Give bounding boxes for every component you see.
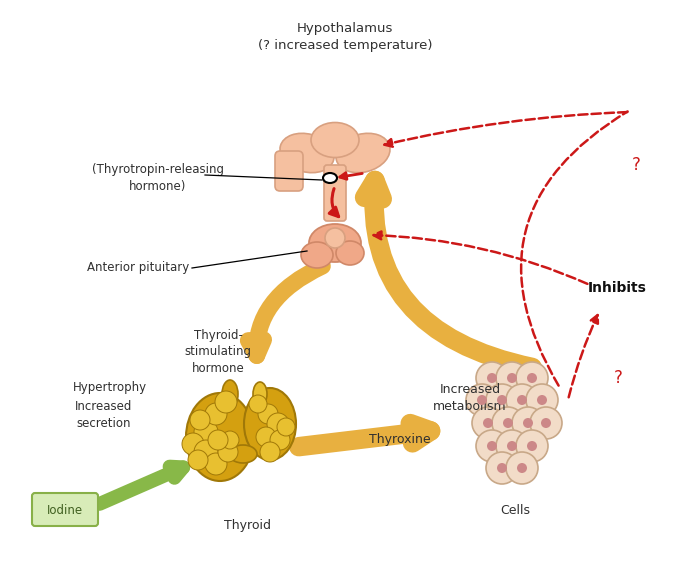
Circle shape xyxy=(527,373,537,383)
Text: Increased
secretion: Increased secretion xyxy=(75,400,133,430)
Circle shape xyxy=(487,441,497,451)
Circle shape xyxy=(260,442,280,462)
Circle shape xyxy=(249,395,267,413)
Circle shape xyxy=(507,441,517,451)
Ellipse shape xyxy=(280,134,334,173)
Ellipse shape xyxy=(244,388,296,460)
Ellipse shape xyxy=(186,393,254,481)
Circle shape xyxy=(517,395,527,405)
Ellipse shape xyxy=(336,134,390,173)
Circle shape xyxy=(270,430,290,450)
Ellipse shape xyxy=(309,224,361,262)
Circle shape xyxy=(530,407,562,439)
Text: Hypothalamus
(? increased temperature): Hypothalamus (? increased temperature) xyxy=(258,22,432,52)
Circle shape xyxy=(492,407,524,439)
Ellipse shape xyxy=(222,380,238,408)
Ellipse shape xyxy=(336,241,364,265)
Circle shape xyxy=(472,407,504,439)
Text: Cells: Cells xyxy=(500,503,530,517)
Circle shape xyxy=(483,418,493,428)
Ellipse shape xyxy=(323,173,337,183)
Text: Thyroid-
stimulating
hormone: Thyroid- stimulating hormone xyxy=(184,328,252,376)
Text: Increased
metabolism: Increased metabolism xyxy=(433,383,507,413)
Circle shape xyxy=(527,441,537,451)
Circle shape xyxy=(506,452,538,484)
FancyBboxPatch shape xyxy=(324,165,346,221)
Circle shape xyxy=(516,430,548,462)
Circle shape xyxy=(497,463,507,473)
Ellipse shape xyxy=(325,228,345,248)
Circle shape xyxy=(523,418,533,428)
Circle shape xyxy=(496,362,528,394)
Circle shape xyxy=(537,395,547,405)
Circle shape xyxy=(256,427,276,447)
Circle shape xyxy=(541,418,551,428)
Circle shape xyxy=(221,431,239,449)
Circle shape xyxy=(496,430,528,462)
Circle shape xyxy=(487,373,497,383)
Circle shape xyxy=(477,395,487,405)
Text: (Thyrotropin-releasing
hormone): (Thyrotropin-releasing hormone) xyxy=(92,163,224,193)
Ellipse shape xyxy=(311,123,359,157)
Circle shape xyxy=(512,407,544,439)
Circle shape xyxy=(182,433,204,455)
Circle shape xyxy=(208,430,228,450)
Circle shape xyxy=(205,453,227,475)
Text: Thyroxine: Thyroxine xyxy=(369,434,431,446)
Ellipse shape xyxy=(229,445,257,463)
Ellipse shape xyxy=(301,242,333,268)
Text: Hypertrophy: Hypertrophy xyxy=(73,381,147,395)
Circle shape xyxy=(526,384,558,416)
Text: ?: ? xyxy=(632,156,641,174)
Circle shape xyxy=(476,430,508,462)
Circle shape xyxy=(258,404,278,424)
Circle shape xyxy=(507,373,517,383)
FancyBboxPatch shape xyxy=(275,151,303,191)
Circle shape xyxy=(277,418,295,436)
Circle shape xyxy=(194,420,218,444)
Text: Thyroid: Thyroid xyxy=(224,518,271,532)
Circle shape xyxy=(503,418,513,428)
Text: Inhibits: Inhibits xyxy=(588,281,647,295)
Ellipse shape xyxy=(253,382,267,406)
Circle shape xyxy=(218,442,238,462)
Circle shape xyxy=(486,384,518,416)
Circle shape xyxy=(517,463,527,473)
Circle shape xyxy=(476,362,508,394)
Circle shape xyxy=(267,413,289,435)
Circle shape xyxy=(506,384,538,416)
Circle shape xyxy=(190,410,210,430)
FancyBboxPatch shape xyxy=(32,493,98,526)
Circle shape xyxy=(486,452,518,484)
Circle shape xyxy=(194,440,218,464)
Text: Anterior pituitary: Anterior pituitary xyxy=(87,261,189,275)
Circle shape xyxy=(188,450,208,470)
Text: Iodine: Iodine xyxy=(47,503,83,517)
Circle shape xyxy=(516,362,548,394)
Circle shape xyxy=(215,391,237,413)
Circle shape xyxy=(466,384,498,416)
Circle shape xyxy=(497,395,507,405)
Text: ?: ? xyxy=(613,369,622,387)
Circle shape xyxy=(205,403,227,425)
